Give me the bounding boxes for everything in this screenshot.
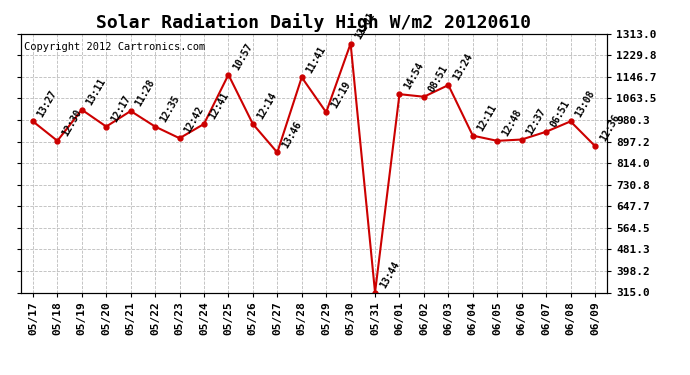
- Text: 10:57: 10:57: [231, 42, 255, 72]
- Text: 12:41: 12:41: [207, 91, 230, 121]
- Text: 13:46: 13:46: [280, 119, 304, 150]
- Text: 12:30: 12:30: [60, 108, 83, 138]
- Text: 11:28: 11:28: [133, 78, 157, 108]
- Text: 06:51: 06:51: [549, 99, 572, 129]
- Text: 13:11: 13:11: [85, 76, 108, 107]
- Text: 13:27: 13:27: [36, 88, 59, 118]
- Text: 12:36: 12:36: [598, 113, 621, 143]
- Text: 14:54: 14:54: [402, 61, 426, 92]
- Text: 13:08: 13:08: [573, 88, 597, 118]
- Text: 12:17: 12:17: [109, 93, 132, 124]
- Text: 12:42: 12:42: [182, 105, 206, 135]
- Text: Copyright 2012 Cartronics.com: Copyright 2012 Cartronics.com: [23, 42, 205, 51]
- Text: 13:24: 13:24: [451, 52, 475, 82]
- Text: 12:35: 12:35: [158, 93, 181, 124]
- Text: 12:01: 12:01: [353, 10, 377, 41]
- Text: 12:11: 12:11: [475, 102, 499, 133]
- Text: 12:37: 12:37: [524, 106, 548, 137]
- Text: 11:41: 11:41: [304, 44, 328, 75]
- Text: 08:51: 08:51: [426, 63, 450, 94]
- Text: 12:48: 12:48: [500, 108, 523, 138]
- Text: 13:44: 13:44: [378, 259, 401, 290]
- Title: Solar Radiation Daily High W/m2 20120610: Solar Radiation Daily High W/m2 20120610: [97, 13, 531, 32]
- Text: 12:19: 12:19: [329, 79, 353, 110]
- Text: 12:14: 12:14: [255, 91, 279, 121]
